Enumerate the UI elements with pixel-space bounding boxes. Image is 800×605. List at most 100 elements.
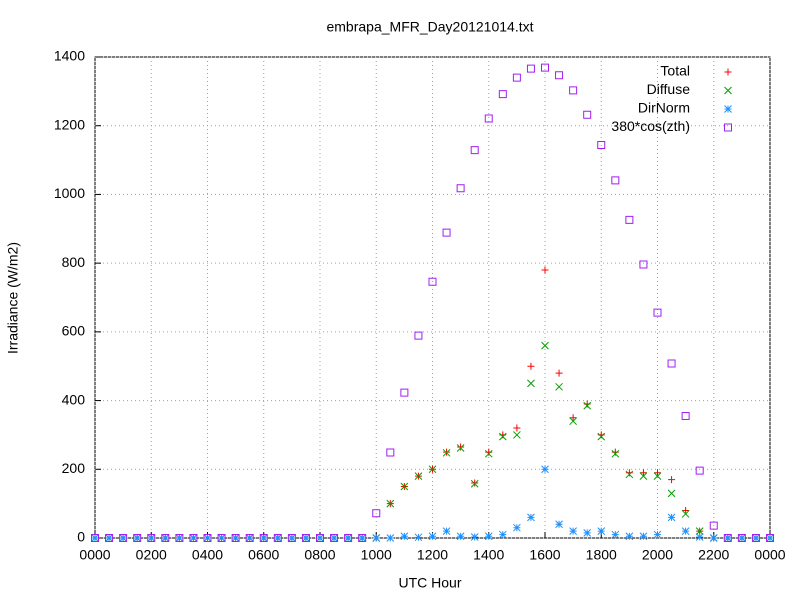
y-tick-label: 600 <box>62 323 86 339</box>
legend-marker <box>724 105 732 113</box>
point <box>484 449 493 458</box>
point <box>611 449 620 458</box>
point <box>498 530 507 539</box>
y-tick-label: 800 <box>62 254 86 270</box>
point <box>625 532 634 541</box>
point <box>316 534 324 542</box>
point <box>217 534 226 542</box>
legend-label: Diffuse <box>647 81 691 97</box>
point <box>709 521 718 530</box>
point <box>597 140 606 149</box>
point <box>400 532 409 541</box>
point <box>400 482 409 491</box>
point <box>723 534 732 542</box>
x-tick-label: 0000 <box>754 547 785 563</box>
x-tick-label: 1600 <box>529 547 560 563</box>
point <box>484 532 493 541</box>
point <box>766 534 774 542</box>
point <box>583 528 592 537</box>
point <box>583 110 592 119</box>
point <box>667 359 676 368</box>
x-tick-label: 2200 <box>698 547 729 563</box>
point <box>105 534 114 542</box>
point <box>498 90 507 99</box>
legend-marker <box>724 86 732 95</box>
point <box>541 63 549 72</box>
point <box>231 534 240 542</box>
legend-marker <box>724 68 732 76</box>
point <box>541 266 549 274</box>
point <box>695 533 704 541</box>
point <box>766 534 774 542</box>
point <box>119 534 128 542</box>
point <box>414 472 423 481</box>
point <box>457 443 465 451</box>
point <box>442 527 451 535</box>
point <box>526 64 535 73</box>
x-axis-label: UTC Hour <box>398 575 461 591</box>
point <box>273 534 282 542</box>
point <box>541 465 549 474</box>
point <box>400 388 409 397</box>
point <box>611 448 619 456</box>
point <box>597 432 606 441</box>
point <box>625 215 634 224</box>
point <box>611 176 620 185</box>
point <box>161 534 170 542</box>
point <box>738 534 746 542</box>
point <box>723 534 732 542</box>
point <box>386 534 395 542</box>
point <box>358 534 367 542</box>
point <box>512 73 521 82</box>
point <box>654 469 661 477</box>
point <box>485 448 493 456</box>
y-tick-label: 1400 <box>54 48 85 64</box>
point <box>428 532 437 541</box>
point <box>751 534 760 542</box>
point <box>625 469 633 477</box>
point <box>133 534 142 542</box>
point <box>358 534 367 542</box>
point <box>372 534 381 542</box>
point <box>189 534 198 542</box>
point <box>189 534 198 542</box>
point <box>639 532 648 541</box>
point <box>456 184 465 193</box>
point <box>597 527 606 535</box>
point <box>681 527 690 535</box>
point <box>653 308 662 317</box>
point <box>456 532 465 541</box>
point <box>175 534 184 542</box>
y-tick-label: 200 <box>62 460 86 476</box>
point <box>203 534 212 542</box>
point <box>653 472 662 481</box>
point <box>569 414 577 422</box>
point <box>625 470 634 479</box>
point <box>583 400 591 408</box>
y-tick-label: 0 <box>77 529 85 545</box>
y-tick-label: 400 <box>62 391 86 407</box>
point <box>344 534 353 542</box>
point <box>456 444 465 452</box>
x-tick-label: 0000 <box>79 547 110 563</box>
point <box>653 530 662 539</box>
point <box>752 534 760 542</box>
point <box>639 469 647 477</box>
point <box>569 527 577 535</box>
y-tick-label: 1000 <box>54 185 85 201</box>
point <box>372 509 381 518</box>
y-tick-label: 1200 <box>54 116 85 132</box>
point <box>639 260 648 269</box>
point <box>695 527 704 535</box>
point <box>442 228 451 237</box>
point <box>667 513 676 522</box>
point <box>259 534 268 542</box>
point <box>682 507 690 515</box>
point <box>273 534 282 542</box>
point <box>583 401 592 410</box>
point <box>161 534 170 542</box>
point <box>203 534 212 542</box>
point <box>470 533 479 541</box>
point <box>527 362 535 370</box>
